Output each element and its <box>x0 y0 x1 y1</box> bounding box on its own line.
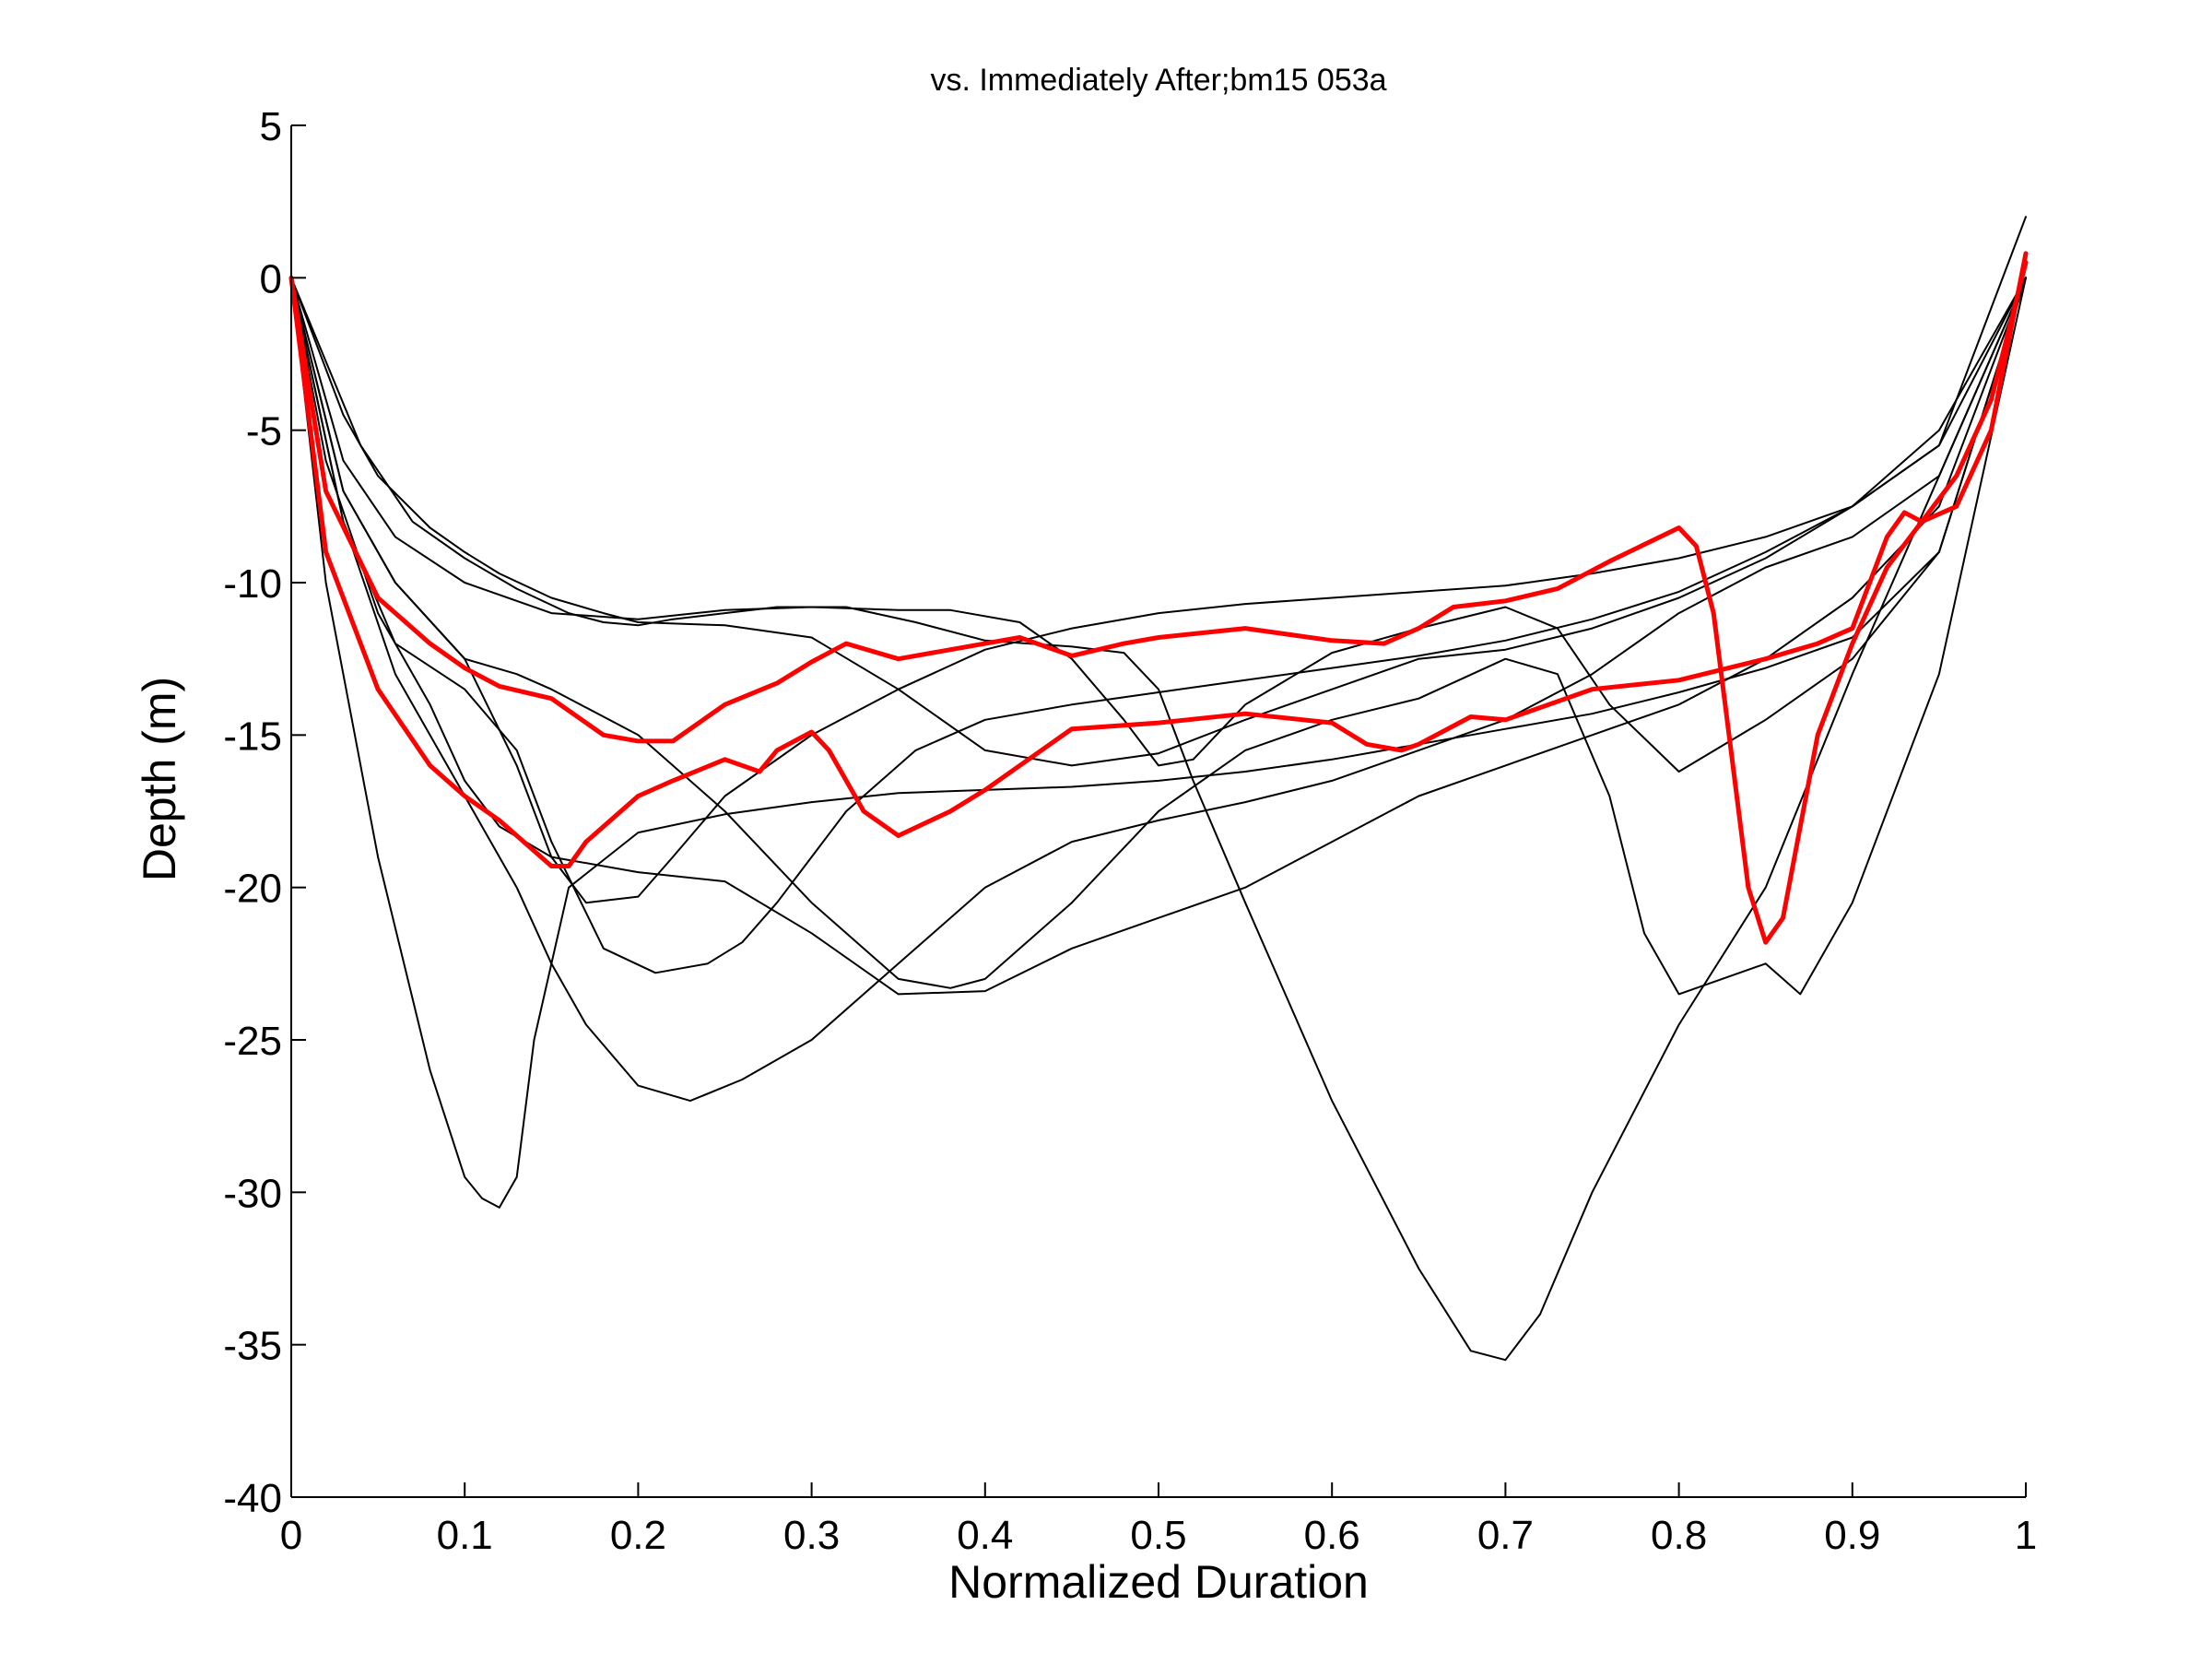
x-tick-label: 0.1 <box>437 1513 493 1558</box>
y-tick-label: -40 <box>223 1476 282 1521</box>
x-tick-label: 0.6 <box>1304 1513 1360 1558</box>
comparison-dive-line-0 <box>290 277 2027 1209</box>
x-tick-label: 0.3 <box>783 1513 840 1558</box>
highlight-dive-line-9 <box>288 260 2029 945</box>
comparison-dive-line-5 <box>290 277 2027 996</box>
y-tick-label: -20 <box>223 867 282 912</box>
y-tick-label: -25 <box>223 1019 282 1064</box>
x-tick-label: 1 <box>2015 1513 2037 1558</box>
x-tick-label: 0.8 <box>1651 1513 1707 1558</box>
x-tick-label: 0.4 <box>957 1513 1013 1558</box>
comparison-dive-line-6 <box>290 277 2027 996</box>
x-axis-label: Normalized Duration <box>948 1556 1369 1608</box>
y-tick-label: 5 <box>260 104 282 149</box>
y-tick-label: -35 <box>223 1324 282 1369</box>
y-axis-label: Depth (m) <box>134 677 185 881</box>
x-tick-label: 0.7 <box>1477 1513 1534 1558</box>
chart-title: vs. Immediately After;bm15 053a <box>930 63 1386 98</box>
highlight-dive-line-10 <box>288 251 2029 868</box>
comparison-dive-line-2 <box>290 277 2027 974</box>
x-tick-label: 0.5 <box>1130 1513 1186 1558</box>
comparison-dive-line-7 <box>290 277 2027 773</box>
axes-layer: 0 0.1 0.2 0.3 0.4 0.5 0.6 0.7 0.8 0.9 1 5 0 -5 -10 -15 -… <box>223 104 2037 1558</box>
x-tick-label: 0 <box>280 1513 302 1558</box>
comparison-dive-line-3 <box>290 277 2027 1103</box>
series-layer <box>288 216 2029 1362</box>
y-tick-label: -15 <box>223 714 282 759</box>
comparison-dive-line-1 <box>290 277 2027 904</box>
x-tick-label: 0.2 <box>610 1513 666 1558</box>
y-tick-label: 0 <box>260 256 282 301</box>
comparison-dive-line-8 <box>290 216 2027 767</box>
y-tick-label: -30 <box>223 1171 282 1216</box>
x-tick-label: 0.9 <box>1824 1513 1880 1558</box>
y-tick-label: -10 <box>223 561 282 607</box>
y-tick-label: -5 <box>246 409 282 454</box>
